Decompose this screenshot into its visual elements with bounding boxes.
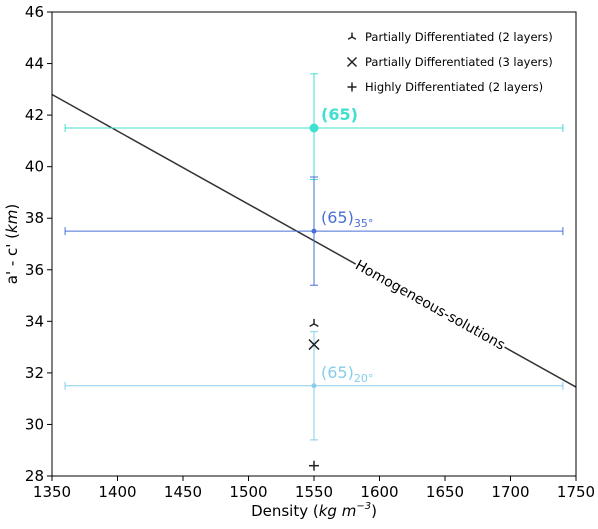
y-tick-label: 30 — [25, 415, 44, 433]
x-axis-label-main: Density ( — [251, 502, 319, 520]
x-tick-label: 1350 — [33, 483, 71, 501]
data-point — [311, 228, 317, 234]
legend-entry: Partially Differentiated (2 layers) — [347, 30, 553, 44]
y-tick-label: 32 — [25, 364, 44, 382]
homogeneous-solutions-label: Homogeneous-solutions — [352, 257, 507, 353]
y-tick-label: 40 — [25, 158, 44, 176]
y-axis: 28 30 32 34 36 38 40 42 44 46 — [25, 3, 52, 485]
x-axis-label-exp: −3 — [356, 501, 371, 512]
data-point — [311, 383, 317, 389]
point-label: (65) — [321, 105, 358, 124]
x-tick-label: 1450 — [164, 483, 202, 501]
legend-marker-plus — [347, 82, 357, 92]
x-tick-label: 1650 — [426, 483, 464, 501]
x-stroke — [346, 56, 358, 68]
point-label-sub: 20° — [354, 372, 374, 385]
legend-label: Partially Differentiated (3 layers) — [365, 55, 553, 69]
marker-point-x — [308, 339, 320, 351]
data-point — [309, 123, 319, 133]
x-axis-label: Density (kg m−3) — [251, 501, 377, 520]
plot-area: Homogeneous-solutions(65)(65)35°(65)20° — [51, 73, 577, 471]
y-axis-label-unit: km — [3, 210, 21, 233]
point-label: (65)35° — [321, 208, 373, 230]
x-tick-label: 1500 — [229, 483, 267, 501]
errorbar-point: (65)35° — [64, 176, 564, 286]
legend: Partially Differentiated (2 layers) Parti… — [346, 30, 553, 94]
x-tick-label: 1700 — [491, 483, 529, 501]
tri-stroke — [309, 323, 315, 328]
x-tick-label: 1550 — [295, 483, 333, 501]
y-tick-label: 46 — [25, 3, 44, 21]
x-axis-label-close: ) — [371, 502, 377, 520]
legend-label: Highly Differentiated (2 layers) — [365, 80, 543, 94]
y-axis-label: a' - c' (km) — [3, 204, 21, 284]
point-label: (65)20° — [321, 363, 373, 385]
x-stroke — [308, 339, 320, 351]
y-axis-label-main: a' - c' ( — [3, 233, 21, 284]
legend-label: Partially Differentiated (2 layers) — [365, 30, 553, 44]
tri-stroke — [351, 36, 357, 40]
marker-point-plus — [309, 460, 319, 471]
plot-frame — [51, 11, 577, 477]
x-axis-label-unit: kg m — [319, 502, 357, 520]
marker-point-tri-down — [309, 318, 319, 328]
legend-marker-tri-down — [347, 32, 357, 40]
x-tick-label: 1400 — [98, 483, 136, 501]
legend-entry: Highly Differentiated (2 layers) — [347, 80, 543, 94]
point-label-main: (65) — [321, 208, 354, 227]
errorbar-point: (65) — [64, 73, 564, 181]
legend-entry: Partially Differentiated (3 layers) — [346, 55, 553, 69]
tri-stroke — [347, 36, 353, 40]
point-label-sub: 35° — [354, 217, 374, 230]
y-tick-label: 34 — [25, 312, 44, 330]
y-tick-label: 38 — [25, 209, 44, 227]
y-tick-label: 28 — [25, 467, 44, 485]
x-tick-label: 1750 — [557, 483, 595, 501]
x-tick-label: 1600 — [360, 483, 398, 501]
point-label-main: (65) — [321, 363, 354, 382]
errorbar-point: (65)20° — [64, 331, 564, 441]
legend-marker-x — [346, 56, 358, 68]
point-label-main: (65) — [321, 105, 358, 124]
x-axis: 1350 1400 1450 1500 1550 1600 1650 1700 1750 — [33, 476, 595, 501]
y-tick-label: 44 — [25, 55, 44, 73]
y-tick-label: 36 — [25, 261, 44, 279]
y-tick-label: 42 — [25, 106, 44, 124]
tri-stroke — [313, 323, 319, 328]
y-axis-label-close: ) — [3, 204, 21, 210]
